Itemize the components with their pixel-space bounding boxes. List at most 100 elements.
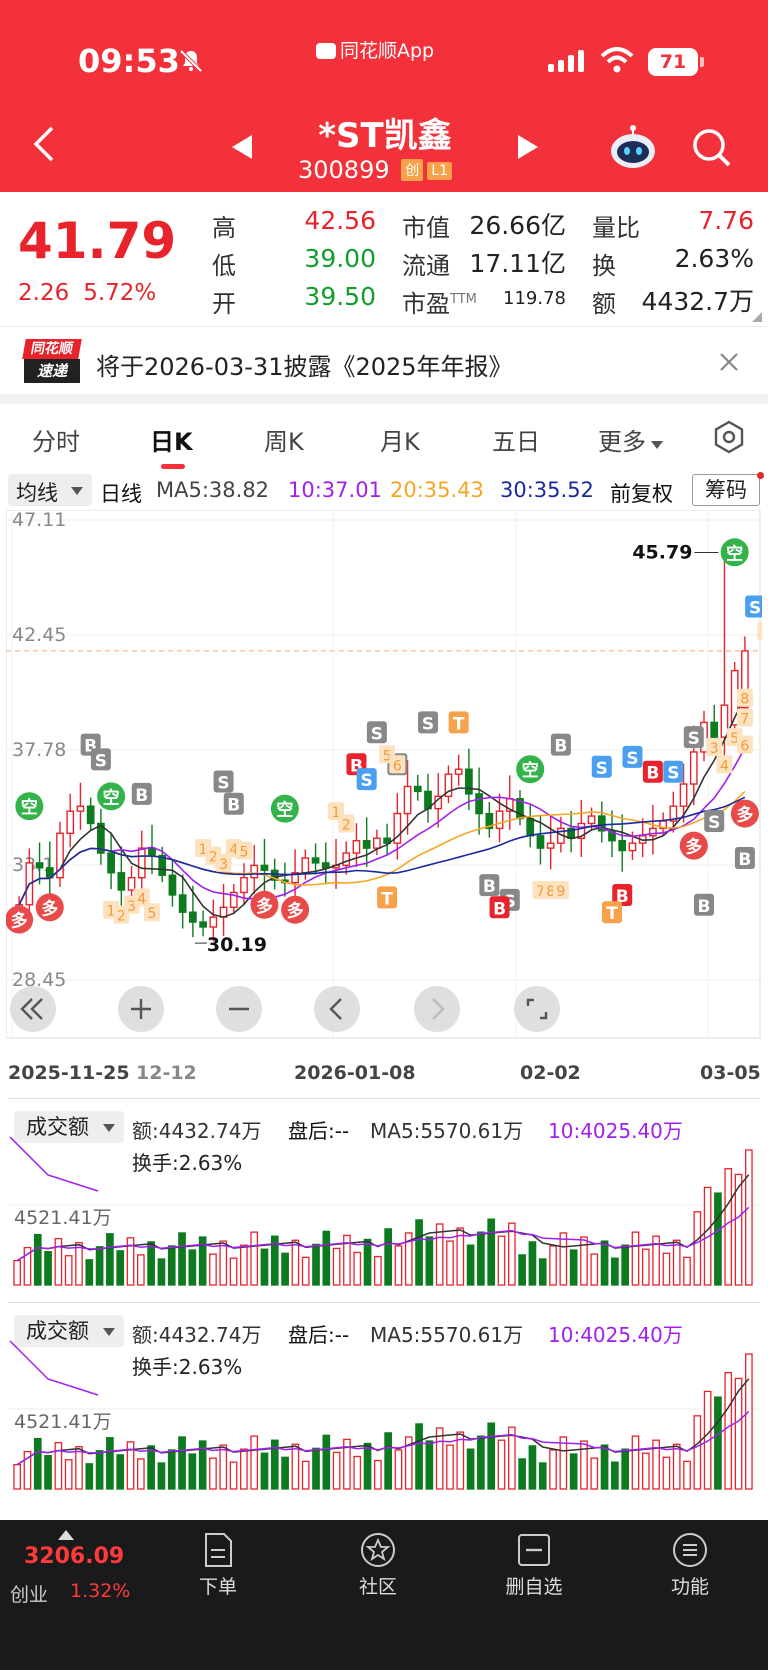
volume-bar bbox=[240, 1448, 248, 1490]
volume-bar bbox=[291, 1239, 300, 1286]
zoom-out-button[interactable] bbox=[216, 986, 262, 1032]
count-tag-label: 5 bbox=[240, 845, 249, 861]
count-tag bbox=[736, 708, 753, 727]
scroll-left-button[interactable] bbox=[314, 986, 360, 1032]
fullscreen-button[interactable] bbox=[514, 986, 560, 1032]
many-signal-label: 多 bbox=[736, 805, 753, 826]
indicator-selector[interactable]: 成交额 bbox=[14, 1111, 124, 1143]
volume-bar bbox=[621, 1448, 630, 1490]
ma-selector[interactable]: 均线 bbox=[8, 474, 92, 506]
volume-bar bbox=[590, 1457, 599, 1490]
volume-bar bbox=[178, 1232, 186, 1286]
count-tag-label: 8 bbox=[546, 884, 555, 900]
buy-signal bbox=[489, 896, 510, 919]
indicator-label: 成交额 bbox=[26, 1319, 89, 1343]
sell-signal-label: S bbox=[217, 774, 229, 794]
prev-stock-icon[interactable] bbox=[230, 134, 254, 160]
sell-signal bbox=[663, 760, 684, 783]
amount-label: 额 bbox=[592, 290, 616, 318]
stock-name: *ST凯鑫 bbox=[318, 116, 452, 156]
tab-daily-k[interactable]: 日K bbox=[150, 428, 193, 456]
count-tag bbox=[757, 622, 762, 641]
active-tab-indicator bbox=[161, 464, 185, 469]
volume-bar bbox=[569, 1453, 578, 1490]
settings-hex-icon[interactable] bbox=[712, 420, 746, 454]
nav-community[interactable]: 社区 bbox=[328, 1532, 428, 1599]
volume-bar bbox=[446, 1240, 454, 1286]
volume-bar bbox=[425, 1236, 434, 1286]
volume-bar bbox=[477, 1231, 485, 1286]
volume-bar bbox=[229, 1257, 238, 1286]
volume-bar bbox=[178, 1436, 186, 1490]
x-tick: 2026-01-08 bbox=[294, 1062, 416, 1084]
menu-circle-icon bbox=[673, 1533, 707, 1567]
nav-functions[interactable]: 功能 bbox=[640, 1532, 740, 1599]
pe-label: 市盈TTM bbox=[402, 284, 477, 319]
volume-bar bbox=[683, 1256, 691, 1286]
scroll-right-button[interactable] bbox=[414, 986, 460, 1032]
volume-bar bbox=[683, 1460, 691, 1490]
volume-bar bbox=[363, 1442, 372, 1490]
collapse-left-button[interactable] bbox=[10, 986, 56, 1032]
volume-bar bbox=[219, 1444, 228, 1490]
candle bbox=[536, 835, 545, 849]
trade-signal-label: T bbox=[381, 889, 393, 909]
indicator-selector[interactable]: 成交额 bbox=[14, 1315, 124, 1347]
tab-monthly-k[interactable]: 月K bbox=[380, 428, 420, 456]
volume-bar bbox=[260, 1248, 269, 1286]
community-star-icon bbox=[361, 1533, 395, 1567]
tab-intraday[interactable]: 分时 bbox=[32, 428, 80, 456]
volume-bar bbox=[54, 1237, 63, 1286]
close-icon[interactable] bbox=[718, 351, 740, 373]
candle bbox=[148, 847, 156, 857]
high-label: 高 bbox=[212, 214, 236, 242]
dropdown-icon bbox=[651, 441, 663, 449]
next-stock-icon[interactable] bbox=[516, 134, 540, 160]
nav-remove-watchlist[interactable]: 删自选 bbox=[484, 1532, 584, 1599]
volume-bar bbox=[652, 1235, 660, 1286]
kline-chart[interactable]: 47.1142.4537.7833.1128.45BSBSBBSSBSTBSBB… bbox=[6, 510, 762, 1040]
tab-more-label: 更多 bbox=[598, 428, 646, 456]
candle bbox=[608, 830, 616, 842]
last-price: 41.79 bbox=[18, 212, 177, 270]
expand-corner-icon[interactable] bbox=[752, 312, 762, 322]
volume-ma-line-start bbox=[9, 1136, 99, 1192]
ma-select-label: 均线 bbox=[16, 481, 58, 505]
tab-more[interactable]: 更多 bbox=[598, 422, 664, 457]
robot-assistant-icon[interactable] bbox=[608, 124, 658, 170]
volume-bar bbox=[446, 1444, 454, 1490]
candle bbox=[597, 815, 606, 832]
empty-signal-label: 空 bbox=[522, 760, 539, 781]
x-tick: 03-05 bbox=[700, 1062, 761, 1084]
volume-bar bbox=[693, 1211, 702, 1286]
tab-weekly-k[interactable]: 周K bbox=[264, 428, 304, 456]
after-hours: 盘后:-- bbox=[288, 1323, 350, 1347]
volume-bar bbox=[85, 1259, 94, 1286]
candle bbox=[373, 837, 381, 849]
buy-signal-label: B bbox=[646, 764, 659, 784]
count-tag bbox=[133, 888, 150, 907]
zoom-in-button[interactable] bbox=[118, 986, 164, 1032]
x-tick: 02-02 bbox=[520, 1062, 581, 1084]
search-icon[interactable] bbox=[692, 128, 732, 168]
app-indicator: 同花顺App bbox=[316, 36, 434, 63]
count-tag-label: 4 bbox=[137, 891, 146, 907]
nav-order[interactable]: 下单 bbox=[168, 1532, 268, 1599]
volume-bar bbox=[240, 1244, 248, 1286]
candle bbox=[168, 874, 177, 896]
min-price-label: 30.19 bbox=[207, 934, 267, 956]
plus-icon bbox=[131, 999, 151, 1019]
adjust-mode[interactable]: 前复权 bbox=[610, 482, 673, 506]
stock-code-row: 300899 创 L1 bbox=[298, 156, 452, 184]
candle bbox=[260, 864, 269, 872]
many-signal-label: 多 bbox=[41, 898, 58, 919]
tab-five-day[interactable]: 五日 bbox=[492, 428, 540, 456]
chip-distribution-button[interactable]: 筹码 bbox=[692, 474, 760, 506]
back-arrow-icon[interactable] bbox=[30, 124, 60, 164]
volume-bar bbox=[600, 1444, 609, 1490]
volume-ratio-label: 量比 bbox=[592, 214, 640, 242]
candle bbox=[321, 862, 330, 869]
count-tag bbox=[736, 688, 753, 707]
volume-panel: 成交额 额:4432.74万 盘后:-- MA5:5570.61万 10:402… bbox=[8, 1302, 760, 1496]
notice-bar[interactable]: 同花顺 速递 将于2026-03-31披露《2025年年报》 bbox=[0, 326, 768, 394]
